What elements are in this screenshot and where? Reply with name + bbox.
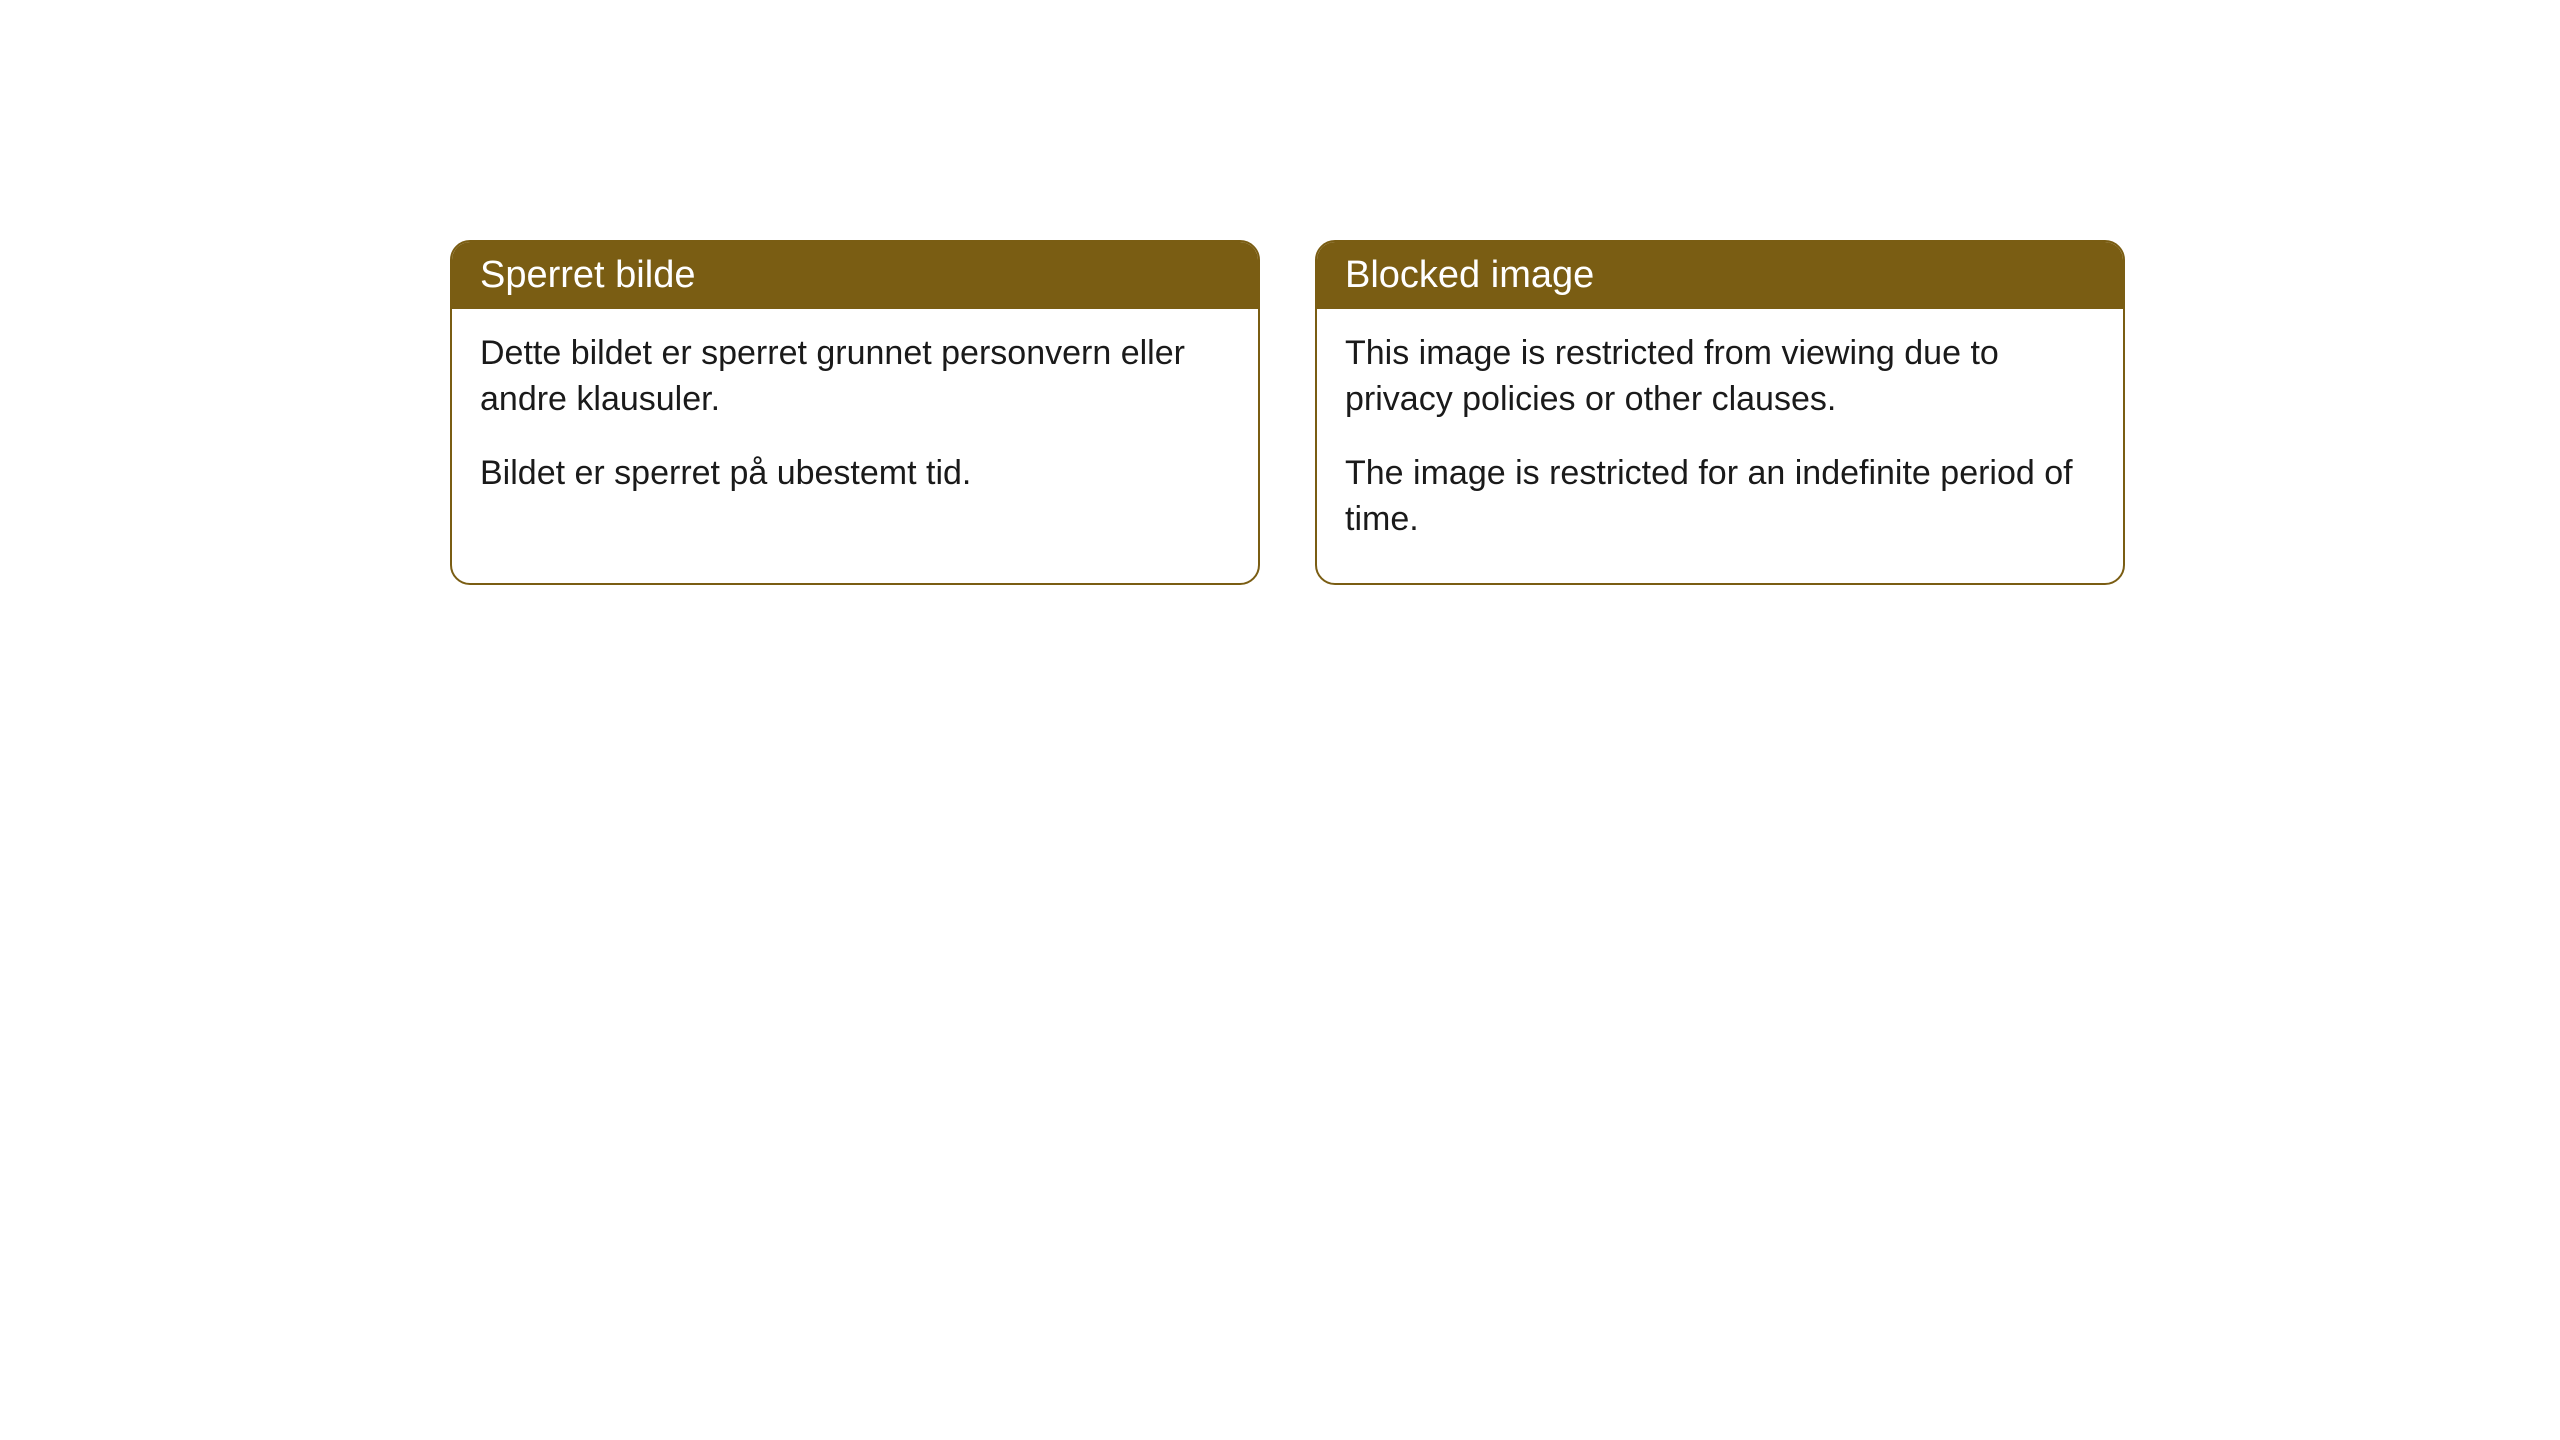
- card-title: Blocked image: [1345, 254, 1594, 296]
- blocked-image-card-english: Blocked image This image is restricted f…: [1315, 240, 2125, 585]
- card-paragraph: Dette bildet er sperret grunnet personve…: [480, 331, 1230, 423]
- card-paragraph: The image is restricted for an indefinit…: [1345, 451, 2095, 543]
- card-body: This image is restricted from viewing du…: [1317, 309, 2123, 583]
- card-header: Blocked image: [1317, 242, 2123, 309]
- card-header: Sperret bilde: [452, 242, 1258, 309]
- blocked-image-card-norwegian: Sperret bilde Dette bildet er sperret gr…: [450, 240, 1260, 585]
- card-title: Sperret bilde: [480, 254, 695, 296]
- card-paragraph: Bildet er sperret på ubestemt tid.: [480, 451, 1230, 497]
- card-body: Dette bildet er sperret grunnet personve…: [452, 309, 1258, 537]
- notice-container: Sperret bilde Dette bildet er sperret gr…: [0, 0, 2560, 585]
- card-paragraph: This image is restricted from viewing du…: [1345, 331, 2095, 423]
